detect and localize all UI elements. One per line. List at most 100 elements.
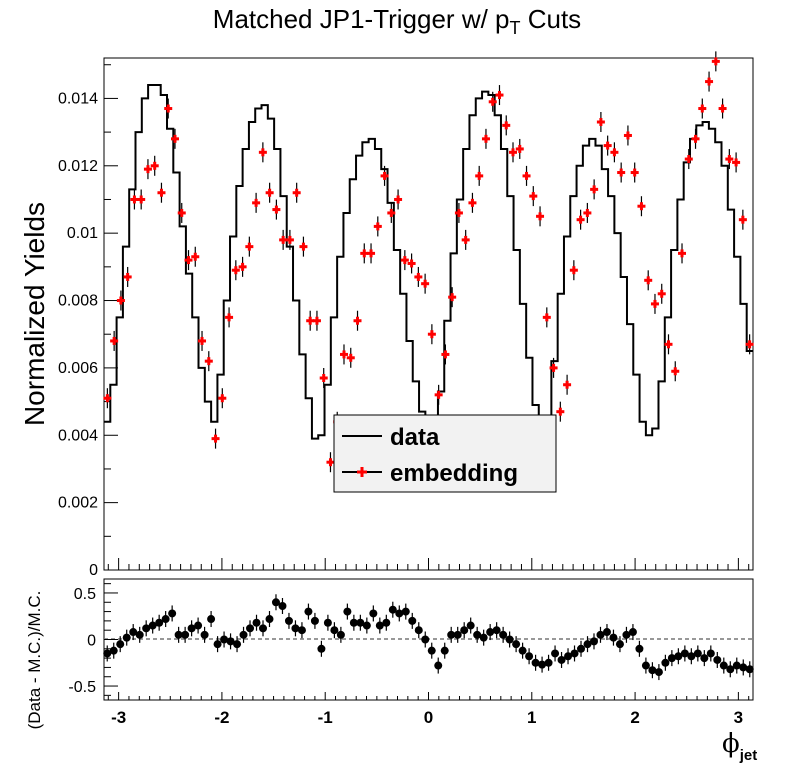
ratio-marker: [200, 630, 209, 639]
ratio-marker: [252, 618, 261, 627]
embedding-point: [238, 256, 247, 277]
ratio-point: [512, 636, 521, 653]
embedding-point: [745, 334, 754, 355]
ratio-marker: [174, 630, 183, 639]
embedding-point: [705, 71, 714, 92]
ratio-point: [401, 603, 410, 620]
embedding-point: [650, 293, 659, 314]
ratio-point: [259, 620, 268, 637]
embedding-point: [130, 189, 139, 210]
embedding-point: [617, 162, 626, 183]
ratio-point: [427, 642, 436, 659]
embedding-point: [204, 351, 213, 372]
ratio-marker: [103, 649, 112, 658]
ratio-marker: [343, 607, 352, 616]
ratio-marker: [531, 658, 540, 667]
embedding-point: [380, 165, 389, 186]
ratio-point: [395, 605, 404, 622]
ratio-point: [499, 626, 508, 643]
ratio-marker: [551, 649, 560, 658]
ratio-marker: [453, 630, 462, 639]
embedding-point: [630, 162, 639, 183]
embedding-point: [387, 202, 396, 223]
chart-title: Matched JP1-Trigger w/ pT Cuts: [213, 4, 581, 38]
ratio-marker: [155, 618, 164, 627]
ratio-marker: [395, 609, 404, 618]
embedding-point: [394, 189, 403, 210]
x-tick-label: 1: [527, 708, 536, 727]
ratio-point: [505, 631, 514, 648]
ratio-marker: [525, 652, 534, 661]
ratio-marker: [265, 615, 274, 624]
ratio-marker: [220, 635, 229, 644]
embedding-point: [279, 229, 288, 250]
ratio-point: [687, 648, 696, 665]
embedding-point: [198, 330, 207, 351]
ratio-marker: [557, 655, 566, 664]
ratio-marker: [259, 624, 268, 633]
ratio-point: [538, 656, 547, 673]
ratio-marker: [739, 663, 748, 672]
embedding-point: [522, 165, 531, 186]
x-tick-label: -2: [214, 708, 229, 727]
ratio-point: [323, 614, 332, 631]
embedding-point: [738, 209, 747, 230]
ratio-point: [356, 614, 365, 631]
embedding-point: [150, 155, 159, 176]
embedding-point: [326, 452, 335, 473]
ratio-point: [466, 617, 475, 634]
embedding-point: [137, 189, 146, 210]
ratio-point: [745, 661, 754, 678]
ratio-point: [317, 640, 326, 657]
x-tick-label: -1: [318, 708, 333, 727]
embedding-point: [536, 206, 545, 227]
ratio-point: [297, 622, 306, 639]
embedding-point: [177, 202, 186, 223]
ratio-marker: [648, 666, 657, 675]
ratio-marker: [375, 621, 384, 630]
ratio-point: [726, 661, 735, 678]
ratio-point: [700, 650, 709, 667]
ratio-point: [596, 626, 605, 643]
ratio-point: [602, 624, 611, 641]
embedding-point: [164, 98, 173, 119]
ratio-point: [349, 614, 358, 631]
ratio-marker: [278, 601, 287, 610]
ratio-point: [635, 640, 644, 657]
embedding-point: [407, 253, 416, 274]
embedding-point: [103, 388, 112, 409]
ratio-marker: [602, 628, 611, 637]
ratio-point: [181, 626, 190, 643]
ratio-marker: [609, 633, 618, 642]
x-axis-label: ϕjet: [722, 729, 757, 764]
embedding-point: [542, 307, 551, 328]
ratio-point: [174, 626, 183, 643]
ratio-marker: [713, 655, 722, 664]
x-tick-label: 0: [424, 708, 433, 727]
embedding-point: [110, 330, 119, 351]
top-axes: 0 0.002 0.004 0.006 0.008 0.01 0.012 0.014: [58, 64, 750, 579]
ratio-point: [577, 640, 586, 657]
embedding-point: [556, 401, 565, 422]
ratio-point: [479, 629, 488, 646]
embedding-point: [373, 216, 382, 237]
ratio-point: [434, 657, 443, 674]
ratio-point: [525, 648, 534, 665]
ratio-marker: [732, 661, 741, 670]
ratio-point: [200, 626, 209, 643]
bottom-y-axis-label: (Data - M.C.)/M.C.: [25, 591, 44, 730]
embedding-point: [441, 344, 450, 365]
embedding-point: [569, 260, 578, 281]
embedding-point: [258, 142, 267, 163]
ratio-marker: [473, 630, 482, 639]
embedding-point: [414, 266, 423, 287]
ratio-marker: [135, 630, 144, 639]
ratio-marker: [570, 649, 579, 658]
ratio-point: [284, 612, 293, 629]
embedding-point: [421, 273, 430, 294]
ratio-point: [155, 614, 164, 631]
ratio-marker: [356, 618, 365, 627]
embedding-point: [319, 368, 328, 388]
embedding-point: [502, 115, 511, 136]
ratio-point: [369, 605, 378, 622]
